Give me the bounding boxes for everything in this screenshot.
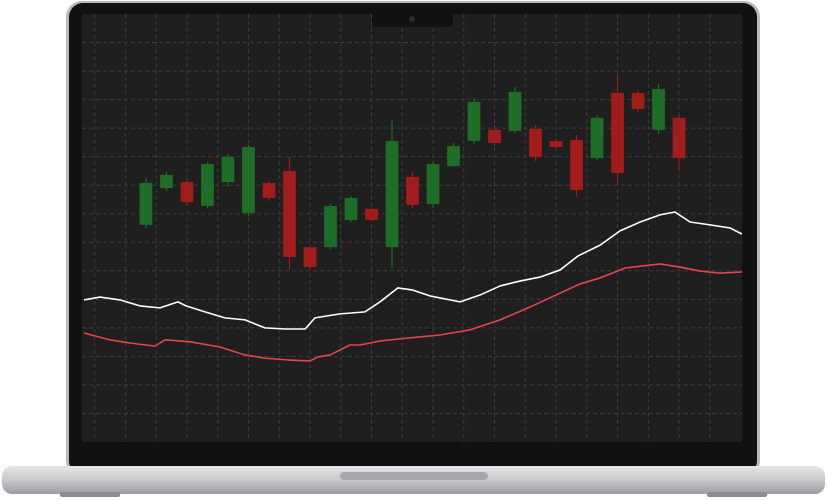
- candle-body: [262, 182, 276, 199]
- candle-body: [139, 182, 153, 225]
- foot-left: [60, 492, 120, 497]
- camera: [409, 16, 415, 22]
- candle-body: [631, 93, 645, 110]
- candle-body: [570, 139, 583, 191]
- candle-body: [611, 93, 624, 173]
- candle-body: [242, 146, 255, 213]
- candle-body: [590, 117, 604, 159]
- candle-body: [549, 140, 563, 147]
- candle-body: [303, 247, 317, 268]
- candle-body: [180, 182, 194, 203]
- indicator-line: [83, 263, 742, 362]
- candle-body: [160, 174, 173, 189]
- screen: [82, 14, 742, 442]
- candle-body: [221, 156, 235, 183]
- candle-body: [508, 91, 522, 131]
- plot-area: [82, 14, 742, 442]
- candle-body: [672, 117, 686, 159]
- candle-body: [426, 164, 440, 205]
- indicator-line: [83, 211, 742, 330]
- candle-body: [385, 140, 399, 248]
- candle-body: [283, 170, 296, 258]
- candle-body: [406, 176, 419, 205]
- candle-body: [447, 146, 460, 167]
- candle-body: [652, 89, 665, 130]
- foot-right: [707, 492, 767, 497]
- candle-body: [324, 206, 337, 248]
- candle-body: [365, 208, 378, 221]
- candle-body: [344, 198, 358, 221]
- candle-body: [488, 129, 501, 143]
- candle-body: [467, 101, 481, 141]
- candle-body: [201, 164, 214, 207]
- candle-body: [529, 128, 542, 157]
- base-notch: [340, 472, 488, 480]
